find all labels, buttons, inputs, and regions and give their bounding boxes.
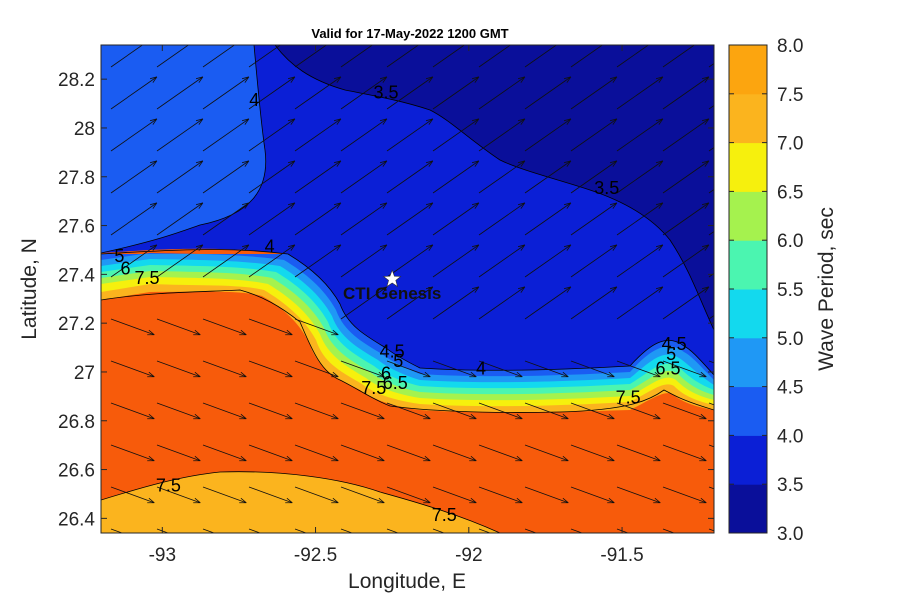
contour-label: 4 (476, 358, 486, 378)
y-tick-label: 28.2 (58, 70, 95, 91)
colorbar-tick-label: 3.0 (777, 524, 803, 545)
contour-label: 5 (393, 351, 403, 371)
colorbar-tick-label: 5.0 (777, 329, 803, 350)
colorbar-swatch (729, 191, 767, 240)
colorbar-tick-label: 6.5 (777, 182, 803, 203)
contour-label: 7.5 (134, 268, 159, 288)
y-tick-label: 27 (74, 363, 95, 384)
colorbar-swatch (729, 387, 767, 436)
colorbar-swatch (729, 289, 767, 338)
colorbar-tick-label: 5.5 (777, 280, 803, 301)
colorbar-tick-label: 4.0 (777, 426, 803, 447)
contour-label: 4 (265, 236, 275, 256)
y-tick-label: 27.4 (58, 265, 95, 286)
contour-label: 7.5 (432, 505, 457, 525)
colorbar-swatch (729, 435, 767, 484)
colorbar-tick-label: 6.0 (777, 231, 803, 252)
contour-label: 6.5 (383, 373, 408, 393)
chart-title: Valid for 17-May-2022 1200 GMT (311, 26, 508, 41)
colorbar-swatch (729, 484, 767, 533)
y-tick-label: 27.2 (58, 314, 95, 335)
y-tick-label: 26.8 (58, 412, 95, 433)
y-tick-label: 27.8 (58, 168, 95, 189)
contour-label: 7.5 (616, 388, 641, 408)
contour-label: 3.5 (374, 83, 399, 103)
contour-label: 3.5 (594, 178, 619, 198)
x-tick-label: -92 (455, 545, 482, 566)
colorbar-swatch (729, 240, 767, 289)
colorbar-swatch (729, 94, 767, 143)
colorbar-tick-label: 4.5 (777, 378, 803, 399)
y-axis-label: Latitude, N (18, 238, 41, 340)
colorbar-swatch (729, 143, 767, 192)
site-label: CTI Genesis (343, 284, 441, 303)
colorbar-swatch (729, 338, 767, 387)
y-tick-label: 28 (74, 119, 95, 140)
colorbar-tick-label: 8.0 (777, 36, 803, 57)
contour-label: 7.5 (361, 378, 386, 398)
contour-label: 4 (249, 90, 259, 110)
colorbar-tick-label: 7.5 (777, 85, 803, 106)
colorbar: 3.0 3.5 4.0 4.5 5.0 5.5 6.0 6.5 7.0 7.5 8.0 (729, 36, 803, 545)
y-tick-label: 26.4 (58, 509, 95, 530)
x-tick-label: -92.5 (294, 545, 337, 566)
contour-label: 7.5 (156, 476, 181, 496)
colorbar-tick-label: 3.5 (777, 475, 803, 496)
contour-label: 6 (121, 258, 131, 278)
colorbar-label: Wave Period, sec (815, 207, 838, 371)
contour-label: 6.5 (656, 358, 681, 378)
y-tick-label: 27.6 (58, 217, 95, 238)
colorbar-tick-label: 7.0 (777, 134, 803, 155)
x-tick-label: -91.5 (600, 545, 643, 566)
y-tick-label: 26.6 (58, 461, 95, 482)
x-tick-label: -93 (149, 545, 176, 566)
colorbar-swatch (729, 45, 767, 94)
x-axis-label: Longitude, E (348, 570, 466, 593)
